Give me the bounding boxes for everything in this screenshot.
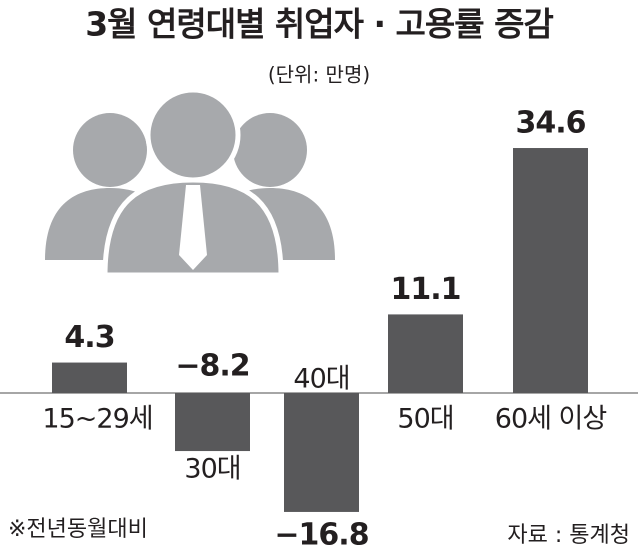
- value-label: 4.3: [64, 320, 114, 355]
- category-label: 60세 이상: [495, 404, 607, 435]
- value-label: −16.8: [274, 517, 368, 552]
- value-label: 34.6: [515, 106, 585, 141]
- bar: [284, 393, 359, 512]
- value-label: −8.2: [175, 349, 249, 384]
- bar: [52, 362, 127, 393]
- chart-subtitle: (단위: 만명): [268, 63, 370, 87]
- people-icon: [45, 87, 335, 278]
- category-label: 50대: [397, 404, 453, 435]
- value-label: 11.1: [390, 272, 460, 307]
- note: ※전년동월대비: [8, 517, 148, 542]
- bar: [175, 393, 250, 452]
- category-label: 40대: [293, 364, 349, 395]
- bar: [388, 314, 463, 393]
- category-label: 30대: [184, 454, 240, 485]
- category-label: 15~29세: [42, 404, 152, 435]
- bar: [513, 148, 588, 393]
- chart-title: 3월 연령대별 취업자 · 고용률 증감: [85, 5, 553, 44]
- source: 자료 : 통계청: [507, 523, 630, 548]
